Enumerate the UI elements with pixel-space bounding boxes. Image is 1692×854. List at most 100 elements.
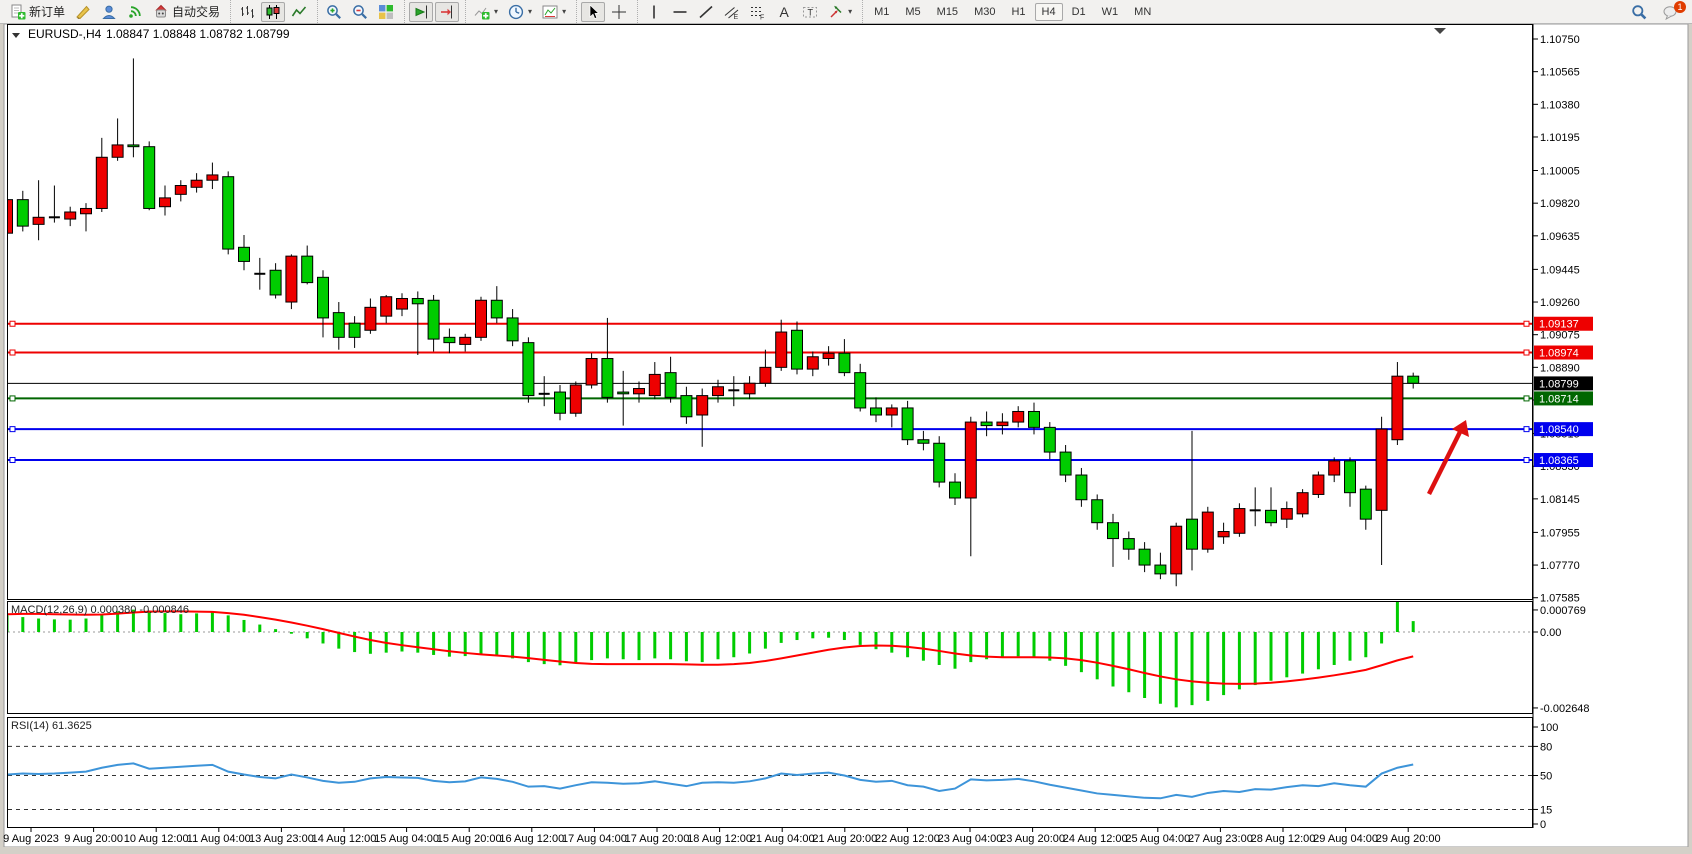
price-badge (1534, 391, 1593, 406)
hline-handle[interactable] (1523, 395, 1530, 402)
toolbar-group: E F A T ▾ (637, 0, 860, 23)
hline-handle[interactable] (9, 395, 16, 402)
hline-handle[interactable] (1523, 426, 1530, 433)
time-tick-label: 9 Aug 2023 (3, 833, 59, 845)
svg-text:T: T (808, 7, 814, 17)
horizontal-line-button[interactable] (668, 2, 692, 22)
timeframe-mn-button[interactable]: MN (1134, 5, 1152, 18)
candle-body (95, 156, 108, 209)
hline-handle[interactable] (1523, 320, 1530, 327)
chart-shift-button[interactable] (435, 1, 460, 22)
svg-text:E: E (734, 14, 739, 20)
candle-body (1059, 451, 1072, 476)
zoom-in-button[interactable] (322, 2, 346, 22)
dropdown-caret-icon[interactable]: ▾ (528, 7, 533, 16)
autotrading-label: 自动交易 (172, 5, 221, 19)
price-badge (1534, 345, 1593, 360)
candle-body (411, 297, 424, 305)
zoom-out-button[interactable] (348, 2, 372, 22)
macd-tick-label: 0.000769 (1540, 605, 1586, 617)
autotrading-button[interactable]: 自动交易 (149, 1, 224, 22)
candle-body (427, 299, 440, 340)
cursor-button[interactable] (581, 1, 606, 22)
horizontal-price-lines[interactable] (8, 320, 1532, 464)
new-order-button[interactable]: 新订单 (6, 1, 69, 22)
one-click-trading-toggle-icon[interactable] (12, 33, 20, 38)
candlestick-series (8, 58, 1420, 587)
timeframe-m15-button[interactable]: M15 (936, 5, 959, 18)
text-label-button[interactable]: T (798, 2, 822, 22)
price-tick-label: 1.09820 (1540, 198, 1580, 210)
price-badge-label: 1.08540 (1539, 424, 1579, 436)
fibonacci-button[interactable]: F (746, 2, 770, 22)
hline-handle[interactable] (9, 320, 16, 327)
mql5-community-icon (102, 5, 116, 19)
vertical-line-button[interactable] (642, 2, 666, 22)
time-tick-label: 10 Aug 12:00 (124, 833, 189, 845)
crosshair-button[interactable] (607, 2, 631, 22)
line-chart-button[interactable] (287, 2, 311, 22)
price-tick-label: 1.07585 (1540, 593, 1580, 605)
new-order-label: 新订单 (29, 5, 66, 19)
text-button[interactable]: A (772, 2, 796, 22)
hline-handle[interactable] (9, 457, 16, 464)
candle-body (159, 197, 171, 208)
hline-handle[interactable] (1523, 457, 1530, 464)
timeframe-w1-button[interactable]: W1 (1101, 5, 1119, 18)
macd-indicator (8, 602, 1532, 708)
price-tick-label: 1.09260 (1540, 297, 1580, 309)
timeframe-h1-button[interactable]: H1 (1011, 5, 1026, 18)
timeframe-m1-button[interactable]: M1 (874, 5, 890, 18)
signals-button[interactable] (123, 2, 147, 22)
dropdown-caret-icon[interactable]: ▾ (562, 7, 567, 16)
dropdown-caret-icon[interactable]: ▾ (494, 7, 499, 16)
ohlc-values: 1.08847 1.08848 1.08782 1.08799 (106, 27, 290, 41)
price-badge-label: 1.08974 (1539, 348, 1579, 360)
hline-handle[interactable] (9, 426, 16, 433)
window-bottom-edge (0, 847, 1692, 854)
candle-body (190, 179, 203, 188)
price-tick-label: 1.08890 (1540, 362, 1580, 374)
timeframe-h4-button[interactable]: H4 (1034, 2, 1063, 21)
timeframe-m30-button[interactable]: M30 (974, 5, 996, 18)
hline-handle[interactable] (9, 349, 16, 356)
tile-windows-button[interactable] (374, 2, 398, 22)
candle-body (32, 216, 45, 225)
periods-button[interactable]: ▾ (504, 2, 536, 22)
metaeditor-button[interactable] (71, 2, 95, 22)
candle-body (1154, 564, 1167, 575)
templates-icon (542, 5, 558, 18)
price-axis[interactable]: 1.10750 1.10565 1.10380 1.10195 1.10005 1.098… (1532, 24, 1593, 831)
candle-chart-button[interactable] (261, 1, 286, 22)
annotation-arrow-head[interactable] (1452, 420, 1469, 437)
main-chart-panel (7, 24, 1533, 600)
price-badge-label: 1.08714 (1539, 393, 1579, 405)
text-label-icon: T (803, 6, 818, 17)
chat-button[interactable]: 1 (1659, 0, 1686, 22)
bar-chart-button[interactable] (235, 2, 259, 22)
auto-scroll-button[interactable] (409, 1, 434, 22)
annotation-arrow[interactable] (1426, 420, 1469, 496)
trendline-button[interactable] (694, 2, 718, 22)
templates-button[interactable]: ▾ (538, 2, 570, 22)
candle-body (1091, 499, 1104, 524)
search-button[interactable] (1627, 2, 1651, 22)
dropdown-caret-icon[interactable]: ▾ (848, 7, 853, 16)
price-tick-label: 1.10565 (1540, 67, 1580, 79)
timeframe-d1-button[interactable]: D1 (1071, 5, 1086, 18)
chart-shift-marker-icon[interactable] (1434, 28, 1446, 34)
arrows-button[interactable]: ▾ (824, 2, 856, 22)
indicators-button[interactable]: ▾ (470, 2, 502, 22)
timeframe-m5-button[interactable]: M5 (905, 5, 921, 18)
candle-body (348, 322, 361, 338)
time-tick-label: 15 Aug 20:00 (437, 833, 502, 845)
equidistant-channel-button[interactable]: E (720, 2, 744, 22)
trendline-icon (699, 5, 713, 18)
mql5-community-button[interactable] (97, 2, 121, 22)
hline-handle[interactable] (1523, 349, 1530, 356)
candle-body (459, 336, 472, 345)
periods-icon (508, 4, 524, 19)
annotation-arrow-shaft[interactable] (1426, 428, 1464, 496)
price-tick-label: 1.09445 (1540, 264, 1580, 276)
